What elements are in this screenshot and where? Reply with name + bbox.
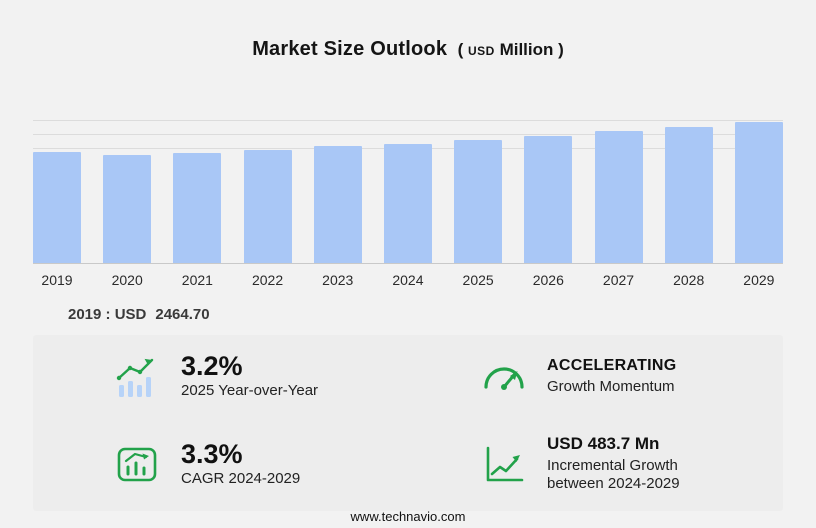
paren-open: (	[457, 40, 464, 59]
bar-2026	[524, 136, 573, 263]
unit-word: Million	[499, 40, 554, 59]
bar-2020	[103, 155, 152, 263]
cagr-value: 3.3%	[181, 438, 243, 469]
x-axis-label: 2019	[41, 272, 73, 288]
x-axis-label: 2020	[111, 272, 143, 288]
cagr-box-icon	[113, 440, 161, 488]
footer-url: www.technavio.com	[350, 509, 466, 524]
gridline	[33, 134, 783, 135]
x-axis-label: 2028	[673, 272, 705, 288]
plot-area	[33, 113, 783, 264]
bar-2027	[594, 131, 643, 263]
bar-2024	[383, 144, 432, 263]
x-axis-label: 2024	[392, 272, 424, 288]
x-axis: 2019 2020 2021 2022 2023 2024 2025 2026 2027 2028…	[33, 272, 783, 288]
yoy-label: 2025 Year-over-Year	[181, 382, 319, 400]
bar-2029	[734, 122, 783, 263]
bar-2025	[454, 140, 503, 263]
stat-cagr: 3.3% CAGR 2024-2029	[113, 438, 443, 489]
base-year-value: 2464.70	[155, 306, 210, 323]
stat-incremental-growth: USD 483.7 Mn Incremental Growth between …	[443, 434, 773, 494]
x-axis-label: 2022	[251, 272, 284, 288]
bar-2021	[173, 153, 222, 263]
bar-2023	[313, 146, 362, 263]
x-axis-label: 2029	[743, 272, 775, 288]
paren-close: )	[558, 40, 564, 59]
chart-title-unit: ( USD Million )	[458, 40, 564, 59]
yoy-bars-icon	[113, 352, 161, 400]
chart-title: Market Size Outlook ( USD Million )	[0, 0, 816, 61]
x-axis-label: 2026	[532, 272, 564, 288]
x-axis-label: 2025	[462, 272, 494, 288]
base-year-annotation: 2019 : USD 2464.70	[68, 306, 816, 323]
x-axis-label: 2021	[181, 272, 213, 288]
incremental-label: Incremental Growth between 2024-2029	[547, 456, 680, 493]
stats-panel: 3.2% 2025 Year-over-Year ACCELERATING Gr…	[33, 335, 783, 511]
gridline	[33, 120, 783, 121]
unit-currency: USD	[468, 44, 495, 58]
bar-chart: 2019 2020 2021 2022 2023 2024 2025 2026 2027 2028…	[33, 113, 783, 288]
stat-growth-momentum: ACCELERATING Growth Momentum	[443, 352, 773, 400]
bar-2019	[33, 152, 81, 263]
momentum-label: Growth Momentum	[547, 377, 675, 395]
momentum-value: ACCELERATING	[547, 357, 677, 375]
base-year-label: 2019 : USD	[68, 306, 147, 323]
yoy-value: 3.2%	[181, 350, 243, 381]
incremental-growth-icon	[479, 440, 527, 488]
bar-2022	[243, 150, 292, 263]
bar-2028	[664, 127, 713, 263]
chart-title-text: Market Size Outlook	[252, 38, 448, 60]
x-axis-label: 2027	[602, 272, 635, 288]
cagr-label: CAGR 2024-2029	[181, 470, 301, 488]
speedometer-icon	[479, 352, 527, 400]
x-axis-label: 2023	[322, 272, 354, 288]
stat-year-over-year: 3.2% 2025 Year-over-Year	[113, 350, 443, 401]
incremental-value: USD 483.7 Mn	[547, 434, 660, 454]
